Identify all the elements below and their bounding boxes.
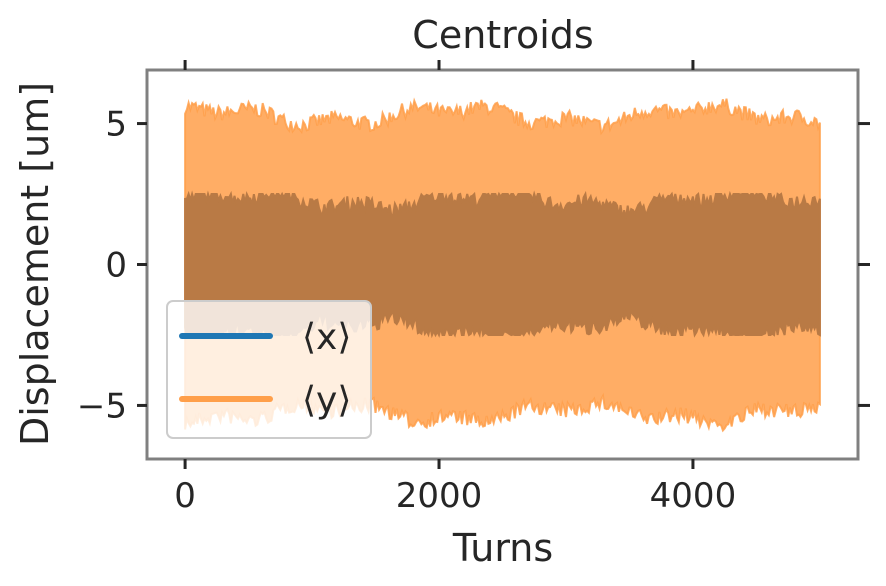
legend-label-y: ⟨y⟩	[302, 380, 351, 421]
x-tick-label: 4000	[650, 476, 737, 516]
x-tick-label: 0	[174, 476, 196, 516]
y-axis-label: Displacement [um]	[13, 82, 57, 446]
y-tick-label: −5	[77, 386, 127, 426]
x-axis-label: Turns	[452, 526, 553, 570]
series-band-x	[184, 190, 821, 339]
legend: ⟨x⟩ ⟨y⟩	[166, 300, 372, 439]
y-tick-label: 5	[105, 105, 127, 145]
chart-title: Centroids	[412, 13, 593, 57]
y-tick-label: 0	[105, 246, 127, 286]
legend-label-x: ⟨x⟩	[302, 317, 351, 358]
y-axis-ticks: 5 0 −5	[77, 105, 870, 426]
x-axis-ticks: 0 2000 4000	[174, 60, 736, 516]
x-tick-label: 2000	[396, 476, 483, 516]
